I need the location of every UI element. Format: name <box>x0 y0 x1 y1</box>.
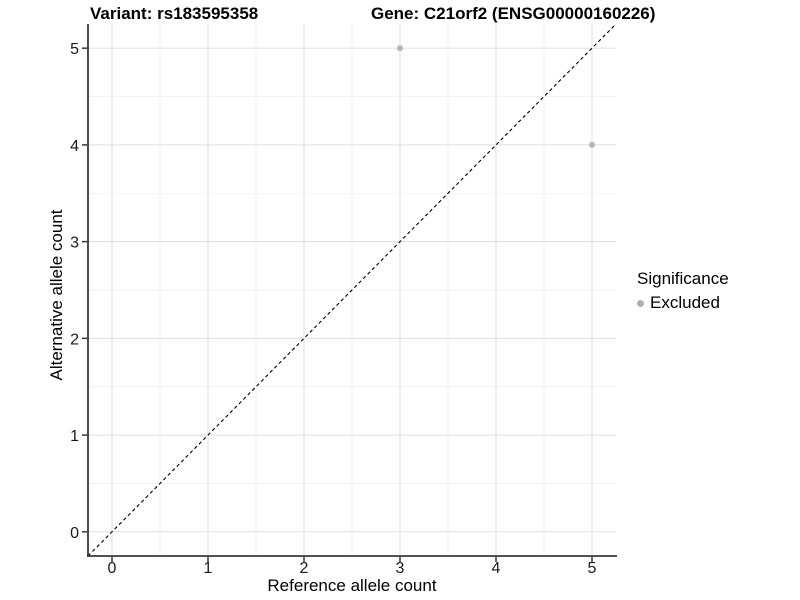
legend-item-label: Excluded <box>650 293 720 312</box>
legend: Significance Excluded <box>631 269 729 313</box>
x-tick-label: 5 <box>588 560 597 577</box>
x-tick-label: 2 <box>300 560 309 577</box>
legend-item-excluded: Excluded <box>631 293 729 313</box>
identity-reference-line <box>87 23 617 557</box>
data-point <box>397 45 403 52</box>
data-point <box>589 141 595 148</box>
gene-title: Gene: C21orf2 (ENSG00000160226) <box>371 4 656 23</box>
y-tick-label: 2 <box>70 331 79 348</box>
y-axis-title: Alternative allele count <box>47 209 66 381</box>
y-tick-label: 3 <box>70 235 79 252</box>
legend-point-icon <box>637 299 644 307</box>
variant-title: Variant: rs183595358 <box>90 4 259 23</box>
x-axis-title: Reference allele count <box>267 576 437 595</box>
y-tick-label: 4 <box>70 138 79 155</box>
y-tick-label: 0 <box>70 525 79 542</box>
x-tick-label: 0 <box>108 560 117 577</box>
x-tick-label: 4 <box>492 560 501 577</box>
x-tick-label: 3 <box>396 560 405 577</box>
y-tick-label: 5 <box>70 41 79 58</box>
legend-title: Significance <box>637 269 729 288</box>
x-tick-label: 1 <box>204 560 213 577</box>
y-tick-label: 1 <box>70 428 79 445</box>
